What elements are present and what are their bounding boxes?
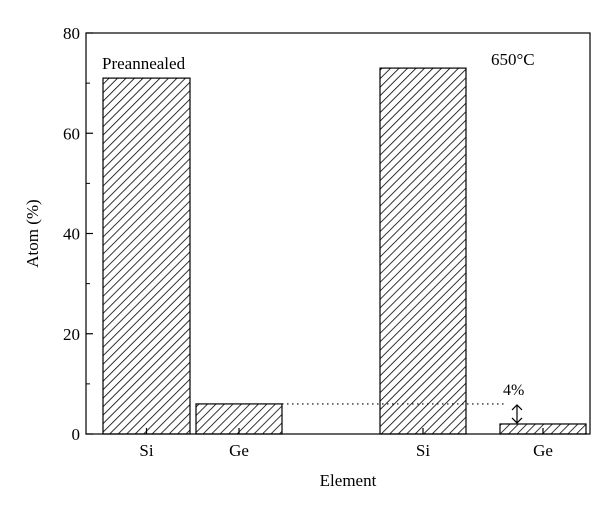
bar-si-1 — [379, 67, 467, 435]
x-tick-label: Si — [416, 441, 430, 460]
x-axis-label: Element — [320, 471, 377, 490]
group-label-preannealed: Preannealed — [102, 54, 186, 73]
y-tick-label: 60 — [63, 124, 80, 143]
y-tick-label: 80 — [63, 24, 80, 43]
annotation-layer — [282, 403, 523, 424]
arrow-head-down — [511, 417, 523, 424]
y-tick-label: 20 — [63, 325, 80, 344]
bars-layer — [102, 67, 587, 435]
x-tick-label: Ge — [229, 441, 249, 460]
ticks-layer: 0 20 40 60 80 Si Ge Si Ge — [63, 24, 553, 460]
y-axis-label: Atom (%) — [23, 199, 42, 267]
arrow-head-up — [511, 404, 523, 411]
annotation-label: 4% — [503, 382, 524, 399]
y-tick-label: 40 — [63, 225, 80, 244]
x-tick-label: Ge — [533, 441, 553, 460]
y-tick-label: 0 — [72, 425, 81, 444]
x-tick-label: Si — [139, 441, 153, 460]
group-label-650c: 650°C — [491, 50, 535, 69]
bar-si-0 — [102, 77, 191, 435]
